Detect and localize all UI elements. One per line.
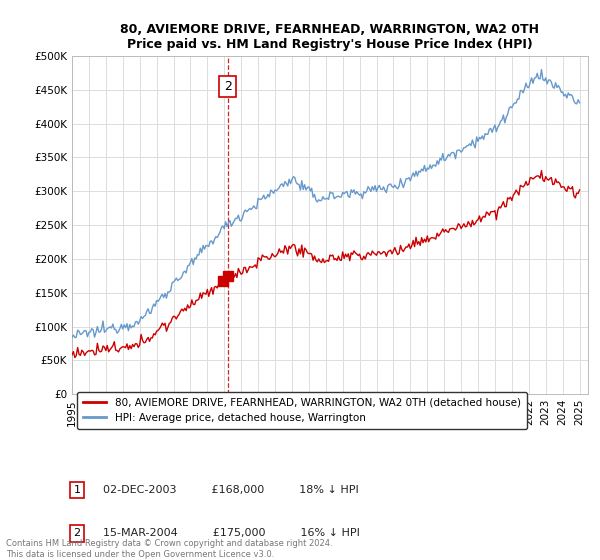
Title: 80, AVIEMORE DRIVE, FEARNHEAD, WARRINGTON, WA2 0TH
Price paid vs. HM Land Regist: 80, AVIEMORE DRIVE, FEARNHEAD, WARRINGTO… [121,22,539,50]
Text: 15-MAR-2004          £175,000          16% ↓ HPI: 15-MAR-2004 £175,000 16% ↓ HPI [103,528,360,538]
Text: 1: 1 [74,485,80,495]
Legend: 80, AVIEMORE DRIVE, FEARNHEAD, WARRINGTON, WA2 0TH (detached house), HPI: Averag: 80, AVIEMORE DRIVE, FEARNHEAD, WARRINGTO… [77,391,527,430]
Text: Contains HM Land Registry data © Crown copyright and database right 2024.
This d: Contains HM Land Registry data © Crown c… [6,539,332,559]
Text: 2: 2 [74,528,81,538]
Text: 2: 2 [224,80,232,93]
Text: 02-DEC-2003          £168,000          18% ↓ HPI: 02-DEC-2003 £168,000 18% ↓ HPI [103,485,359,495]
